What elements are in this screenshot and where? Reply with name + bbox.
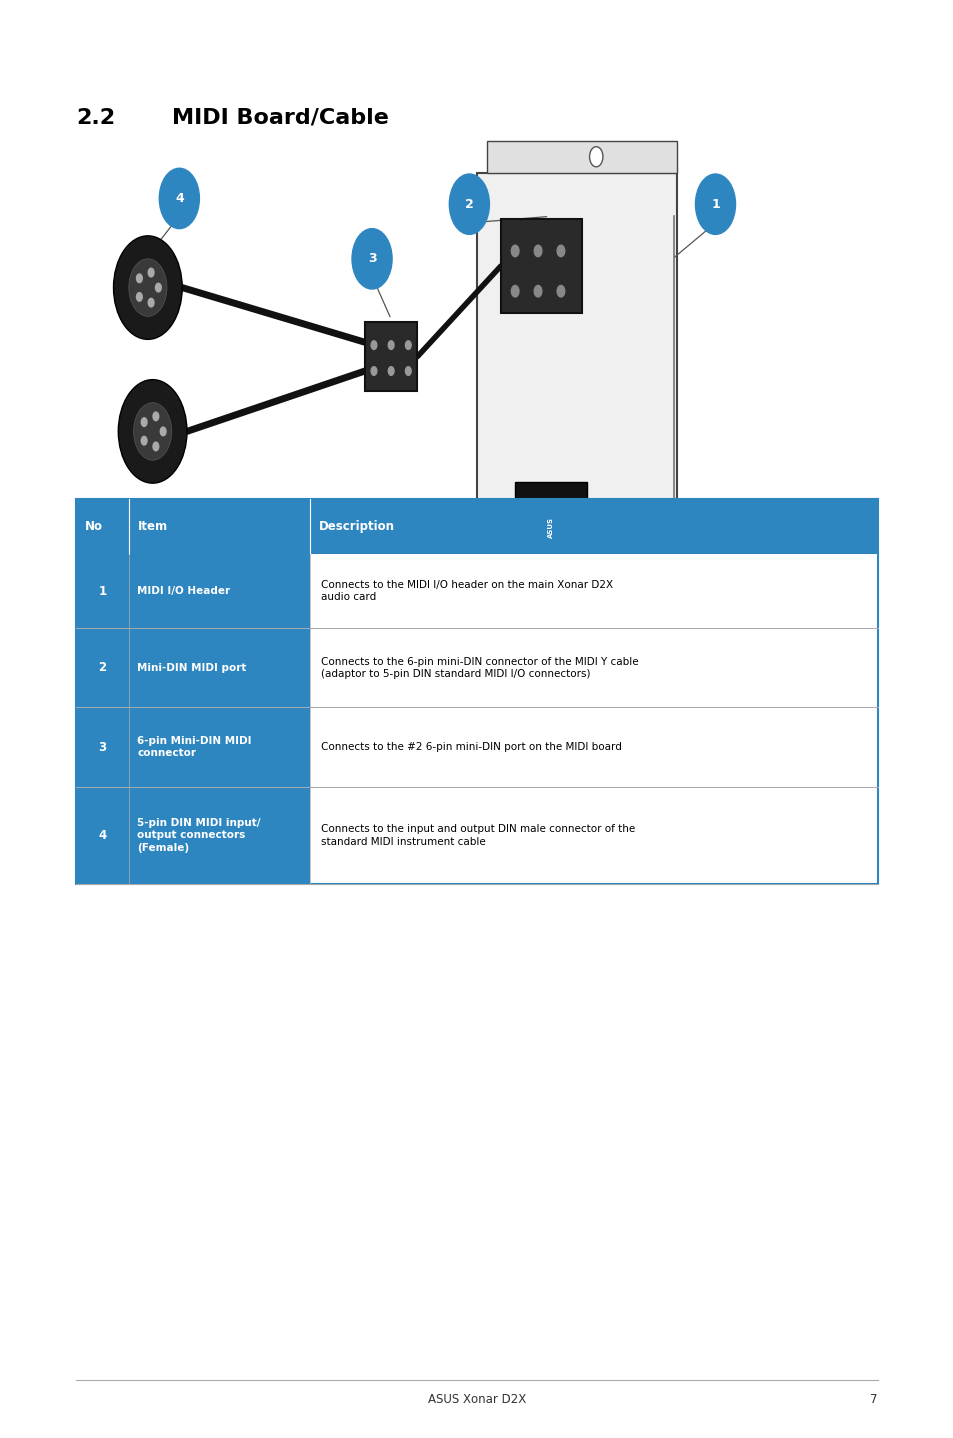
Circle shape [388, 367, 394, 375]
Bar [476, 173, 677, 676]
Text: 1: 1 [98, 584, 107, 598]
Bar [76, 499, 877, 554]
Bar [364, 322, 416, 391]
Circle shape [371, 341, 376, 349]
Text: Item: Item [137, 519, 168, 533]
Circle shape [113, 236, 182, 339]
Circle shape [148, 298, 153, 306]
Circle shape [371, 367, 376, 375]
Circle shape [405, 367, 411, 375]
Bar [486, 141, 677, 173]
Circle shape [405, 341, 411, 349]
Text: Connects to the 6-pin mini-DIN connector of the MIDI Y cable
(adaptor to 5-pin D: Connects to the 6-pin mini-DIN connector… [321, 657, 639, 679]
Text: 5-pin DIN MIDI input/
output connectors
(Female): 5-pin DIN MIDI input/ output connectors … [137, 818, 260, 853]
Circle shape [155, 283, 161, 292]
Circle shape [695, 174, 735, 234]
Bar [310, 628, 877, 707]
Text: 4: 4 [174, 191, 184, 206]
Circle shape [589, 147, 602, 167]
Circle shape [557, 285, 564, 296]
Text: Connects to the MIDI I/O header on the main Xonar D2X
audio card: Connects to the MIDI I/O header on the m… [321, 580, 613, 603]
Circle shape [388, 341, 394, 349]
Text: 2: 2 [464, 197, 474, 211]
Circle shape [160, 427, 166, 436]
Text: MIDI I/O Header: MIDI I/O Header [137, 587, 231, 595]
Text: ASUS Xonar D2X: ASUS Xonar D2X [428, 1393, 525, 1406]
Circle shape [152, 441, 158, 450]
Circle shape [534, 285, 541, 296]
Circle shape [589, 649, 602, 669]
Text: 2.2: 2.2 [76, 108, 115, 128]
Circle shape [511, 246, 518, 256]
Text: 2: 2 [98, 661, 107, 674]
Bar [76, 787, 129, 884]
Text: 3: 3 [367, 252, 376, 266]
Circle shape [141, 418, 147, 427]
Circle shape [129, 259, 167, 316]
Bar [310, 787, 877, 884]
Text: MIDI Board/Cable: MIDI Board/Cable [172, 108, 388, 128]
Text: 3: 3 [98, 741, 107, 754]
Circle shape [152, 413, 158, 421]
Circle shape [511, 285, 518, 296]
Bar [129, 707, 310, 787]
Circle shape [141, 436, 147, 444]
Bar [129, 554, 310, 628]
Circle shape [352, 229, 392, 289]
Bar [76, 554, 129, 628]
Bar [310, 554, 877, 628]
Text: 6-pin Mini-DIN MIDI
connector: 6-pin Mini-DIN MIDI connector [137, 736, 252, 758]
Bar [76, 707, 129, 787]
Text: 1: 1 [710, 197, 720, 211]
Text: Description: Description [318, 519, 395, 533]
Text: ASUS: ASUS [548, 518, 554, 538]
Circle shape [449, 174, 489, 234]
Circle shape [534, 246, 541, 256]
Text: 4: 4 [98, 828, 107, 843]
Text: No: No [85, 519, 103, 533]
Circle shape [136, 275, 142, 283]
Bar [76, 628, 129, 707]
Bar [129, 787, 310, 884]
Circle shape [159, 168, 199, 229]
Bar [129, 628, 310, 707]
Bar [500, 220, 581, 313]
Text: Connects to the #2 6-pin mini-DIN port on the MIDI board: Connects to the #2 6-pin mini-DIN port o… [321, 742, 621, 752]
Circle shape [148, 269, 153, 278]
Bar [310, 707, 877, 787]
Circle shape [118, 380, 187, 483]
Text: Mini-DIN MIDI port: Mini-DIN MIDI port [137, 663, 247, 673]
Bar [76, 499, 877, 884]
Circle shape [136, 292, 142, 301]
Text: 7: 7 [869, 1393, 877, 1406]
Circle shape [557, 246, 564, 256]
Bar [515, 482, 586, 575]
Text: Connects to the input and output DIN male connector of the
standard MIDI instrum: Connects to the input and output DIN mal… [321, 824, 635, 847]
Circle shape [133, 403, 172, 460]
